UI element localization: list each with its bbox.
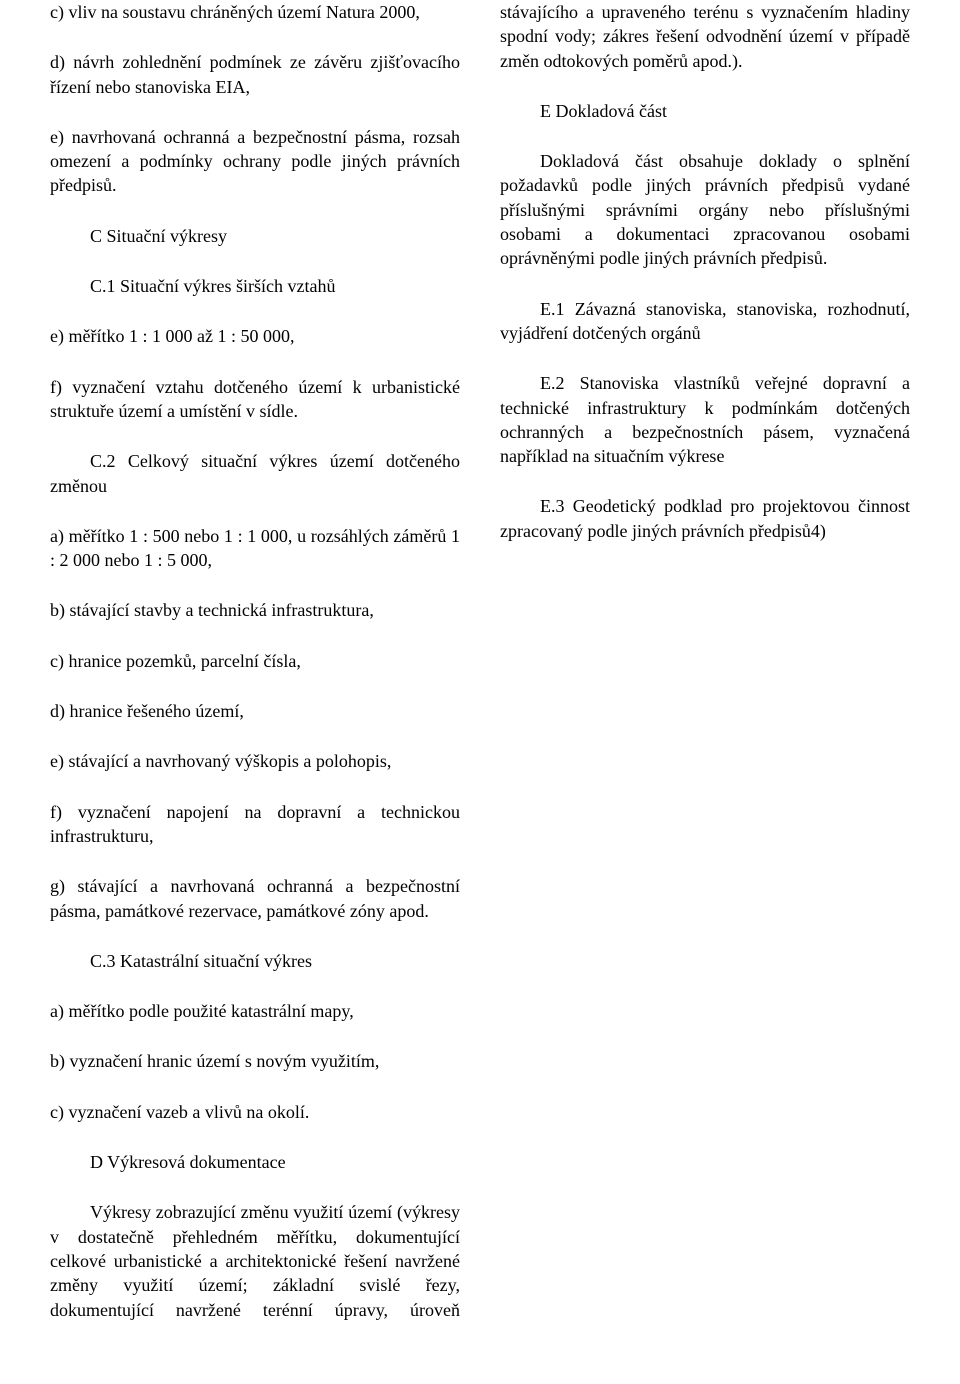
paragraph: C.3 Katastrální situační výkres xyxy=(50,949,460,973)
paragraph: c) hranice pozemků, parcelní čísla, xyxy=(50,649,460,673)
paragraph: b) vyznačení hranic území s novým využit… xyxy=(50,1049,460,1073)
paragraph: D Výkresová dokumentace xyxy=(50,1150,460,1174)
paragraph: E.3 Geodetický podklad pro projektovou č… xyxy=(500,494,910,543)
paragraph: C Situační výkresy xyxy=(50,224,460,248)
paragraph: e) měřítko 1 : 1 000 až 1 : 50 000, xyxy=(50,324,460,348)
paragraph: g) stávající a navrhovaná ochranná a bez… xyxy=(50,874,460,923)
paragraph: C.2 Celkový situační výkres území dotčen… xyxy=(50,449,460,498)
paragraph: Dokladová část obsahuje doklady o splněn… xyxy=(500,149,910,270)
paragraph: E.2 Stanoviska vlastníků veřejné dopravn… xyxy=(500,371,910,468)
paragraph: a) měřítko podle použité katastrální map… xyxy=(50,999,460,1023)
paragraph: E.1 Závazná stanoviska, stanoviska, rozh… xyxy=(500,297,910,346)
paragraph: a) měřítko 1 : 500 nebo 1 : 1 000, u roz… xyxy=(50,524,460,573)
paragraph: b) stávající stavby a technická infrastr… xyxy=(50,598,460,622)
paragraph: E Dokladová část xyxy=(500,99,910,123)
paragraph: c) vliv na soustavu chráněných území Nat… xyxy=(50,0,460,24)
paragraph: f) vyznačení napojení na dopravní a tech… xyxy=(50,800,460,849)
paragraph: d) hranice řešeného území, xyxy=(50,699,460,723)
paragraph: f) vyznačení vztahu dotčeného území k ur… xyxy=(50,375,460,424)
paragraph: c) vyznačení vazeb a vlivů na okolí. xyxy=(50,1100,460,1124)
paragraph: d) návrh zohlednění podmínek ze závěru z… xyxy=(50,50,460,99)
paragraph: e) navrhovaná ochranná a bezpečnostní pá… xyxy=(50,125,460,198)
paragraph: e) stávající a navrhovaný výškopis a pol… xyxy=(50,749,460,773)
paragraph: C.1 Situační výkres širších vztahů xyxy=(50,274,460,298)
document-page: c) vliv na soustavu chráněných území Nat… xyxy=(0,0,960,1384)
